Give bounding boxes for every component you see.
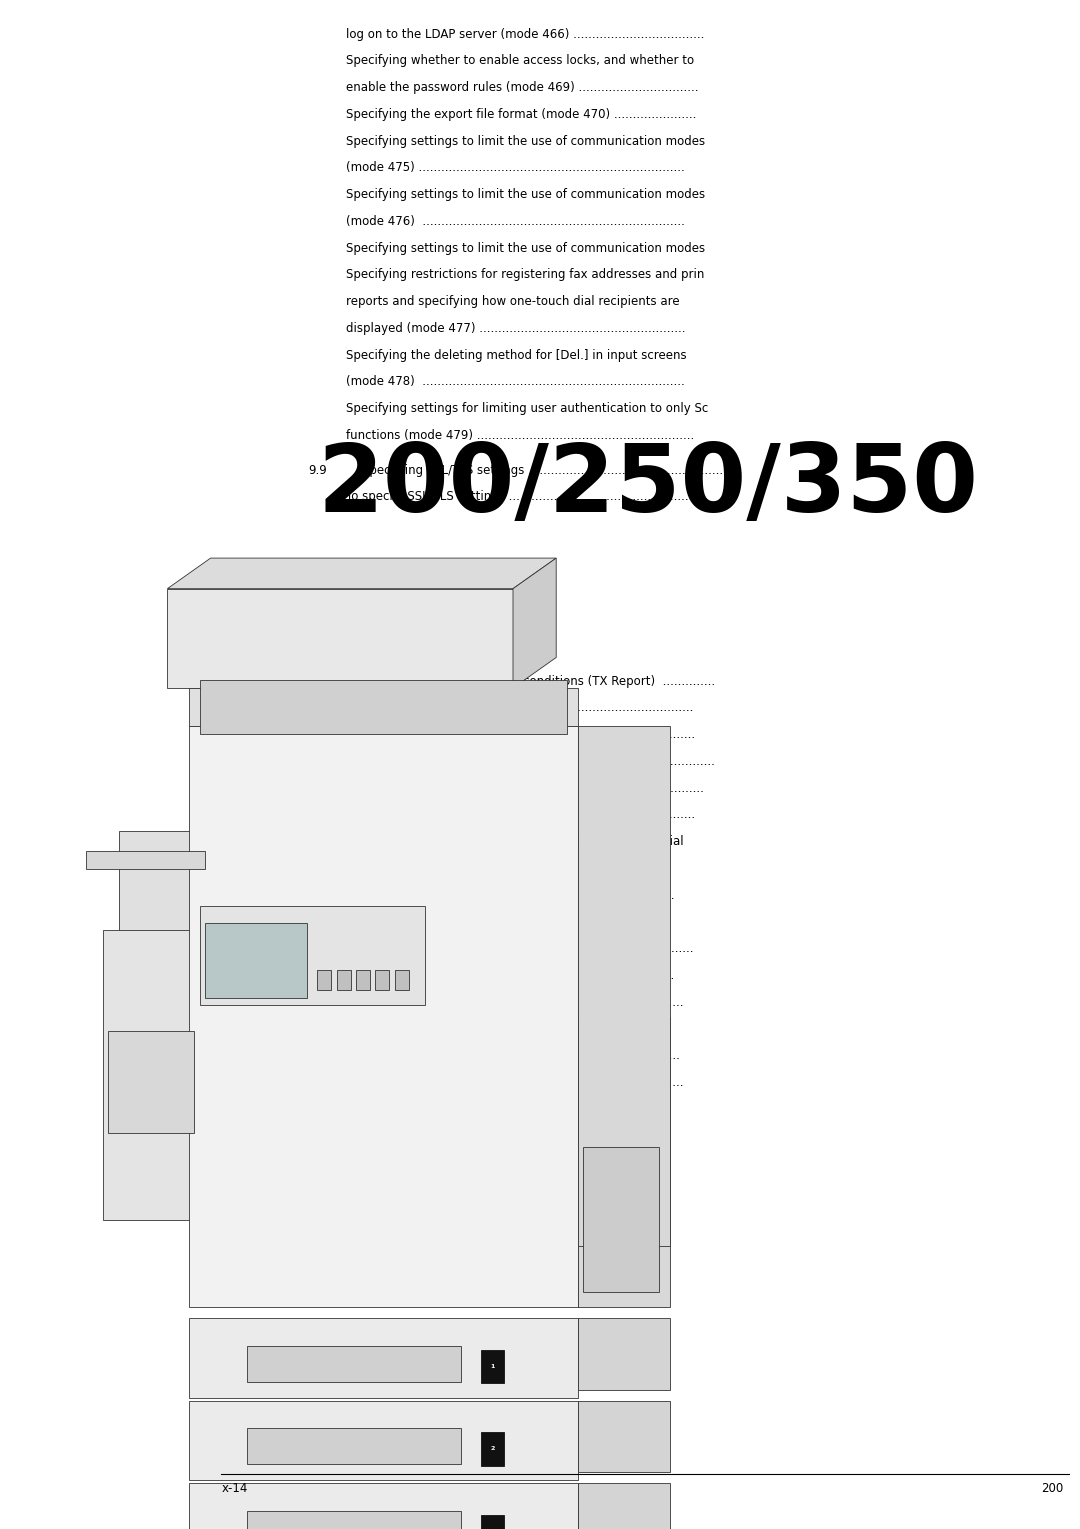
Text: Specifying restrictions for registering fax addresses and prin: Specifying restrictions for registering … (346, 268, 704, 281)
Text: To prin ........................................................................: To prin ................................… (346, 969, 674, 982)
Text: (mode 476)  ....................................................................: (mode 476) .............................… (346, 214, 685, 228)
Text: 10.4: 10.4 (308, 942, 334, 956)
Text: Checking the transmission conditions (TX Report)  ..............: Checking the transmission conditions (TX… (362, 674, 715, 688)
Bar (578, 726, 670, 1246)
Bar (337, 969, 351, 989)
Text: 10.1: 10.1 (308, 674, 334, 688)
Text: displayed (mode 477) .......................................................: displayed (mode 477) ...................… (346, 321, 685, 335)
Text: To specify SSL/TLS settings .................................................: To specify SSL/TLS settings ............… (346, 491, 692, 503)
Bar (86, 850, 205, 868)
Text: Contents of th is ..............................................................: Contents of th is ......................… (346, 995, 684, 1009)
Text: Specifying settings for limiting user authentication to only Sc: Specifying settings for limiting user au… (346, 402, 707, 416)
Bar (578, 1017, 670, 1307)
Bar (200, 907, 426, 1005)
Text: Specifying whether to enable access locks, and whether to: Specifying whether to enable access lock… (346, 54, 693, 67)
Bar (318, 969, 332, 989)
Bar (189, 688, 578, 726)
Bar (247, 1428, 461, 1465)
Text: (mode 478)  ....................................................................: (mode 478) .............................… (346, 375, 685, 388)
Bar (189, 1483, 578, 1529)
Text: Specifying the export file format (mode 470) ......................: Specifying the export file format (mode … (346, 107, 696, 121)
Text: Printing a reception activity report ........................................: Printing a reception activity report ...… (346, 781, 703, 795)
Text: x-14: x-14 (221, 1482, 247, 1495)
Text: To print a transmission report .............................................: To print a transmission report .........… (346, 702, 693, 714)
Text: Printing the ...................................................................: Printing the ...........................… (362, 942, 693, 956)
Text: Contents of the report .........................................................: Contents of the report .................… (346, 809, 694, 821)
Bar (481, 1433, 504, 1466)
Text: 10.2: 10.2 (308, 755, 334, 768)
Bar (578, 1318, 670, 1390)
Bar (395, 969, 409, 989)
Bar (376, 969, 390, 989)
Bar (583, 1147, 659, 1292)
Bar (205, 924, 307, 997)
Polygon shape (513, 558, 556, 688)
Text: (mode 475) .....................................................................: (mode 475) .............................… (346, 161, 685, 174)
Text: 10  Reports and lists: 10 Reports and lists (275, 601, 532, 625)
Text: 200/250/350: 200/250/350 (318, 440, 978, 532)
Text: Specifying SSL/TLS settings ....................................................: Specifying SSL/TLS settings ............… (362, 463, 727, 477)
Polygon shape (167, 558, 556, 589)
Bar (200, 680, 567, 734)
Bar (119, 830, 194, 959)
Bar (578, 1483, 670, 1529)
Bar (481, 1515, 504, 1529)
Text: Checking the reception conditions (RX Report) ....................: Checking the reception conditions (RX Re… (362, 755, 715, 768)
Bar (481, 1350, 504, 1384)
Text: the One ........................................................................: the One ................................… (346, 888, 674, 902)
Bar (356, 969, 370, 989)
Text: 1: 1 (490, 1364, 495, 1368)
Bar (189, 1401, 578, 1480)
Text: log on to the LDAP server (mode 466) ...................................: log on to the LDAP server (mode 466) ...… (346, 28, 704, 41)
Bar (167, 589, 513, 688)
Text: Checking the destinations registered in one-touch dial: Checking the destinations registered in … (362, 835, 684, 849)
Bar (578, 1401, 670, 1472)
Text: Printing the s n ...............................................................: Printing the s n .......................… (346, 1049, 679, 1063)
Text: 10.3: 10.3 (308, 835, 334, 849)
Text: Specifying the deleting method for [Del.] in input screens: Specifying the deleting method for [Del.… (346, 349, 686, 362)
Text: ................................................................................: ........................................… (346, 916, 661, 928)
Text: Specifying settings to limit the use of communication modes: Specifying settings to limit the use of … (346, 242, 705, 255)
Text: Contents of the report .........................................................: Contents of the report .................… (346, 728, 694, 742)
Text: functions (mode 479) ..........................................................: functions (mode 479) ...................… (346, 428, 693, 442)
Bar (247, 1346, 461, 1382)
Text: 10.5: 10.5 (308, 1023, 334, 1035)
Text: Specifying settings to limit the use of communication modes: Specifying settings to limit the use of … (346, 135, 705, 148)
Bar (189, 726, 578, 1307)
Text: Contents of th is ..............................................................: Contents of th is ......................… (346, 1076, 684, 1089)
Bar (103, 930, 200, 1220)
Text: 2: 2 (490, 1446, 495, 1451)
Text: 9.9: 9.9 (308, 463, 326, 477)
Text: enable the password rules (mode 469) ................................: enable the password rules (mode 469) ...… (346, 81, 698, 95)
Text: Checking the fu                         ing List) ...................: Checking the fu ing List) ..............… (362, 1023, 672, 1035)
Text: ................................................................................: ........................................… (346, 862, 661, 875)
Text: reports and specifying how one-touch dial recipients are: reports and specifying how one-touch dia… (346, 295, 679, 309)
Text: Specifying settings to limit the use of communication modes: Specifying settings to limit the use of … (346, 188, 705, 202)
Bar (108, 1031, 194, 1133)
Text: 200: 200 (1041, 1482, 1064, 1495)
Bar (189, 1318, 578, 1398)
Bar (247, 1511, 461, 1529)
